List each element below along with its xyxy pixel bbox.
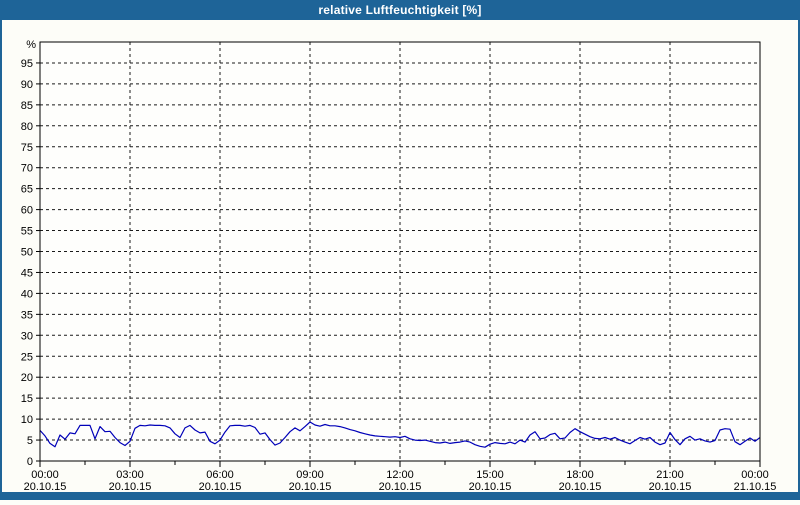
x-tick-time-label: 15:00 — [476, 469, 504, 481]
y-tick-label: 10 — [21, 414, 33, 426]
x-tick-time-label: 09:00 — [296, 469, 324, 481]
x-tick-time-label: 00:00 — [741, 469, 769, 481]
right-window-border — [798, 20, 800, 500]
page-title: relative Luftfeuchtigkeit [%] — [318, 3, 482, 17]
left-window-border — [0, 20, 2, 500]
y-tick-label: 40 — [21, 288, 33, 300]
y-tick-label: 75 — [21, 142, 33, 154]
x-tick-date-label: 20.10.15 — [469, 481, 512, 493]
y-tick-label: 85 — [21, 100, 33, 112]
plot-border — [39, 41, 761, 462]
y-tick-label: 45 — [21, 267, 33, 279]
x-tick-date-label: 20.10.15 — [559, 481, 602, 493]
y-tick-label: 20 — [21, 372, 33, 384]
y-tick-label: 0 — [27, 456, 33, 468]
y-tick-label: 90 — [21, 79, 33, 91]
x-tick-time-label: 06:00 — [206, 469, 234, 481]
x-tick-date-label: 20.10.15 — [199, 481, 242, 493]
footer-bar — [0, 492, 800, 500]
y-tick-label: 80 — [21, 121, 33, 133]
y-tick-label: 70 — [21, 163, 33, 175]
titlebar: relative Luftfeuchtigkeit [%] — [0, 0, 800, 20]
y-tick-label: 25 — [21, 351, 33, 363]
x-tick-date-label: 21.10.15 — [734, 481, 777, 493]
y-tick-label: 55 — [21, 226, 33, 238]
x-tick-date-label: 20.10.15 — [649, 481, 692, 493]
y-tick-label: 60 — [21, 205, 33, 217]
x-tick-date-label: 20.10.15 — [24, 481, 67, 493]
x-tick-time-label: 21:00 — [656, 469, 684, 481]
y-tick-label: 5 — [27, 435, 33, 447]
x-tick-date-label: 20.10.15 — [289, 481, 332, 493]
y-tick-label: 15 — [21, 393, 33, 405]
y-tick-label: 35 — [21, 309, 33, 321]
y-tick-label: 30 — [21, 330, 33, 342]
humidity-series-line — [39, 421, 761, 448]
y-tick-label: 65 — [21, 184, 33, 196]
y-tick-label: 95 — [21, 58, 33, 70]
x-tick-date-label: 20.10.15 — [379, 481, 422, 493]
x-tick-time-label: 03:00 — [116, 469, 144, 481]
x-tick-date-label: 20.10.15 — [109, 481, 152, 493]
x-tick-time-label: 18:00 — [566, 469, 594, 481]
y-axis-unit-label: % — [26, 39, 36, 51]
y-tick-label: 50 — [21, 247, 33, 259]
x-tick-time-label: 00:00 — [31, 469, 59, 481]
x-tick-time-label: 12:00 — [386, 469, 414, 481]
